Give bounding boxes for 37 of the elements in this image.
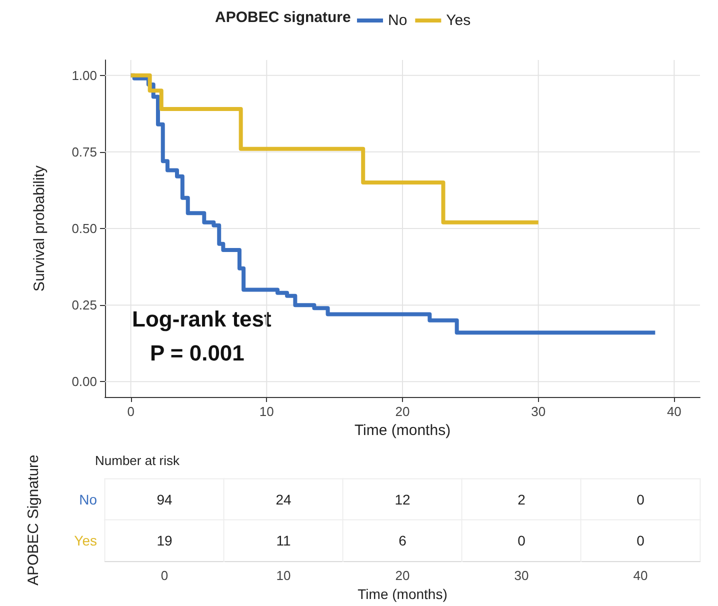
data-label: 12 [394,492,410,508]
y-tick-label: 0.50 [72,221,97,236]
x-tick-label: 10 [276,568,291,584]
annotation: Log-rank test [132,306,272,332]
y-tick-label: 0.00 [72,374,97,390]
x-tick-label: 20 [395,404,410,419]
x-axis-title: Time (months) [354,422,451,439]
y-tick-label: No [79,492,98,508]
x-tick-label: 0 [127,404,134,419]
data-label: 94 [156,492,172,508]
y-tick-label: Yes [74,532,97,549]
y-tick-label: 0.75 [72,144,97,160]
x-tick-label: 40 [666,404,682,419]
legend-label: Yes [446,12,471,29]
x-tick-label: 10 [259,404,274,419]
legend-label: No [388,12,408,29]
x-tick-label: 40 [633,568,648,584]
data-label: 0 [636,532,645,549]
data-label: 11 [276,532,291,549]
x-axis-title: Time (months) [358,586,448,602]
data-label: 0 [636,492,645,508]
x-tick-label: 0 [160,568,168,584]
annotation: P = 0.001 [150,340,244,366]
data-label: 6 [398,532,407,549]
data-label: 2 [518,492,526,508]
y-axis-title: Survival probability [31,165,48,292]
y-axis-title: APOBEC Signature [25,454,42,586]
data-label: 0 [518,532,526,549]
y-tick-label: 0.25 [72,298,97,313]
data-label: 19 [156,532,172,549]
legend-title: APOBEC signature [215,9,351,26]
y-tick-label: 1.00 [72,68,97,83]
x-tick-label: 30 [531,404,546,419]
x-tick-label: 20 [395,568,410,584]
data-label: 24 [276,492,292,508]
x-tick-label: 30 [514,568,529,584]
chart-title: Number at risk [95,453,180,468]
